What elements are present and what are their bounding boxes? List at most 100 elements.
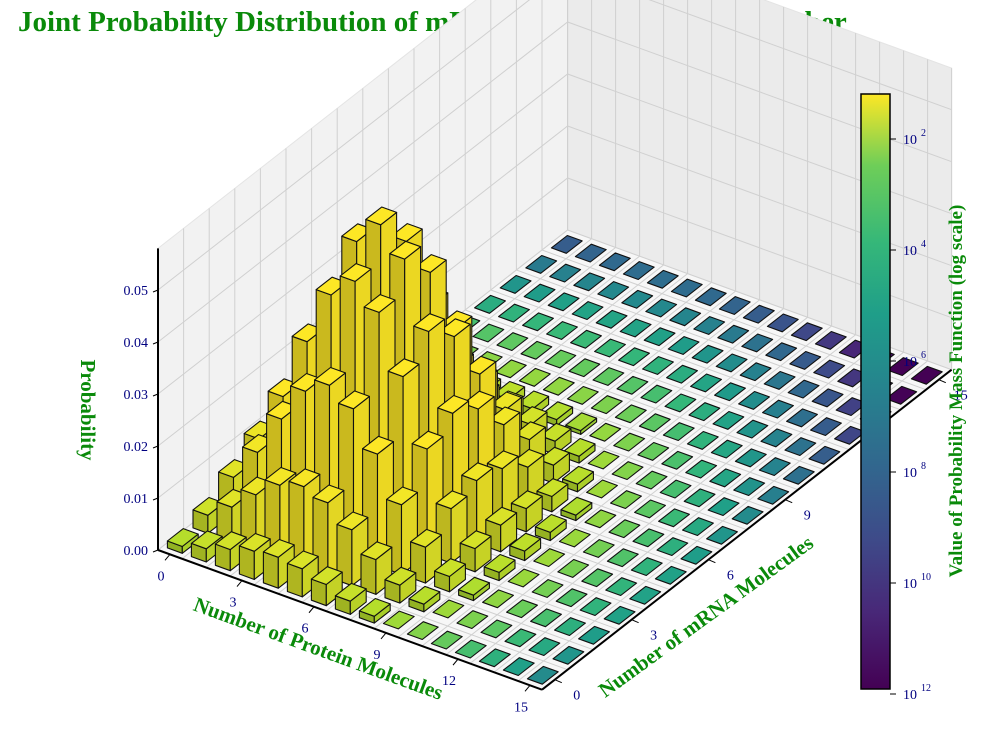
bar-p0-m15: [550, 234, 583, 254]
x-tick-label: 15: [514, 700, 528, 715]
bar-p11-m14: [789, 350, 822, 370]
bar-p12-m6: [608, 519, 641, 539]
bar-p11-m6: [584, 509, 617, 529]
bar-p15-m15: [910, 365, 943, 385]
bar-p10-m0: [406, 621, 439, 641]
bars: [166, 206, 943, 685]
bar-p15-m5: [654, 565, 687, 585]
bar-p12-m14: [813, 359, 846, 379]
bar-p12-m11: [736, 419, 769, 439]
bar-p15-m1: [552, 645, 585, 665]
bar-p9-m2: [434, 558, 466, 593]
colorbar-tick-label: 10 4: [903, 239, 926, 259]
x-axis-line: [157, 549, 543, 691]
bar-p3-m14: [597, 281, 630, 301]
bar-p14-m1: [528, 637, 561, 657]
bar-p6-m13: [643, 327, 676, 347]
bar-p10-m11: [688, 402, 721, 422]
bar-p10-m8: [611, 461, 644, 481]
bar-p2-m13: [547, 292, 580, 312]
bar-p1-m13: [523, 283, 556, 303]
bar-p6-m15: [694, 287, 727, 307]
bar-p10-m14: [765, 342, 798, 362]
z-tick-label: 0.04: [124, 336, 149, 351]
bar-p1-m11: [472, 323, 505, 343]
bar-p8-m11: [640, 384, 673, 404]
bar-p12-m4: [557, 558, 590, 578]
bar-p3-m12: [546, 321, 578, 340]
bar-p15-m4: [629, 585, 662, 605]
bar-p9-m0: [382, 610, 415, 630]
bar-p7-m11: [616, 375, 649, 395]
bar-p5-m11: [568, 358, 601, 378]
bar-p4-m10: [518, 367, 551, 387]
z-tick-label: 0.01: [124, 492, 149, 507]
bar-p13-m11: [760, 428, 793, 448]
z-tick-label: 0.03: [124, 388, 149, 403]
bar-p7-m9: [565, 412, 598, 435]
bar-p14-m7: [682, 517, 714, 537]
bar-p8-m9: [589, 422, 622, 442]
bar-p9-m15: [766, 313, 799, 333]
bar-p13-m9: [709, 468, 742, 488]
bar-p4-m14: [621, 289, 654, 309]
bar-p14-m10: [758, 457, 791, 477]
bar-p11-m11: [712, 410, 745, 430]
bar-p13-m2: [530, 608, 562, 628]
bar-p2-m11: [496, 332, 529, 352]
bar-p11-m15: [814, 330, 847, 350]
bar-p1-m12: [498, 303, 530, 323]
bar-p15-m8: [731, 505, 764, 525]
bar-p4-m11: [544, 349, 577, 369]
bar-p12-m5: [582, 539, 615, 558]
bar-p13-m0: [478, 648, 511, 668]
bar-p11-m4: [533, 548, 566, 568]
z-axis-label: Probability: [76, 359, 100, 461]
bar-p13-m10: [734, 448, 767, 468]
bar-p11-m10: [686, 430, 719, 450]
bar-p11-m3: [507, 568, 540, 588]
bar-p14-m8: [707, 497, 740, 517]
bar-p10-m13: [739, 362, 772, 382]
bar-p6-m11: [592, 367, 625, 386]
x-tick-label: 9: [374, 648, 381, 663]
bar-p10-m5: [534, 513, 567, 542]
bar-p9-m9: [613, 432, 646, 452]
z-tick-label: 0.00: [124, 544, 149, 559]
bar-p10-m12: [714, 382, 746, 402]
bar-p11-m8: [635, 470, 668, 490]
bar-p3-m13: [571, 301, 604, 321]
bar-p10-m6: [560, 496, 593, 522]
bar-p7-m1: [360, 541, 393, 595]
bar-p13-m6: [632, 528, 665, 548]
bar-p8-m15: [742, 304, 775, 324]
bar-p12-m0: [454, 639, 487, 659]
bar-p8-m12: [666, 364, 698, 384]
bar-p14-m2: [554, 617, 586, 637]
bar-p9-m10: [638, 413, 671, 433]
bar-p5-m12: [594, 338, 626, 358]
bar-p10-m4: [509, 532, 542, 562]
bar-p0-m14: [525, 254, 558, 274]
bar-p12-m12: [762, 399, 794, 419]
bar-p15-m6: [680, 545, 713, 565]
bar-p5-m14: [645, 298, 678, 318]
bar-p9-m8: [587, 450, 620, 470]
bar-p11-m13: [763, 370, 796, 390]
bar-p12-m8: [659, 479, 692, 499]
bar-p1-m14: [549, 263, 582, 283]
bar-p11-m12: [738, 390, 770, 410]
bar-p7-m13: [667, 336, 700, 355]
bar-p13-m7: [658, 508, 690, 528]
bar-p9-m13: [715, 353, 748, 373]
bar-p15-m2: [578, 625, 610, 645]
bar-p10-m9: [637, 441, 670, 461]
bar-p10-m1: [432, 599, 465, 619]
bar-p2-m14: [573, 272, 606, 292]
bar-p3-m15: [622, 261, 655, 281]
x-tick-label: 0: [158, 569, 165, 584]
y-tick-label: 6: [727, 569, 734, 584]
colorbar-tick-label: 10 10: [903, 572, 931, 592]
bar-p1-m15: [574, 243, 607, 263]
colorbar-tick-label: 10 8: [903, 461, 926, 481]
